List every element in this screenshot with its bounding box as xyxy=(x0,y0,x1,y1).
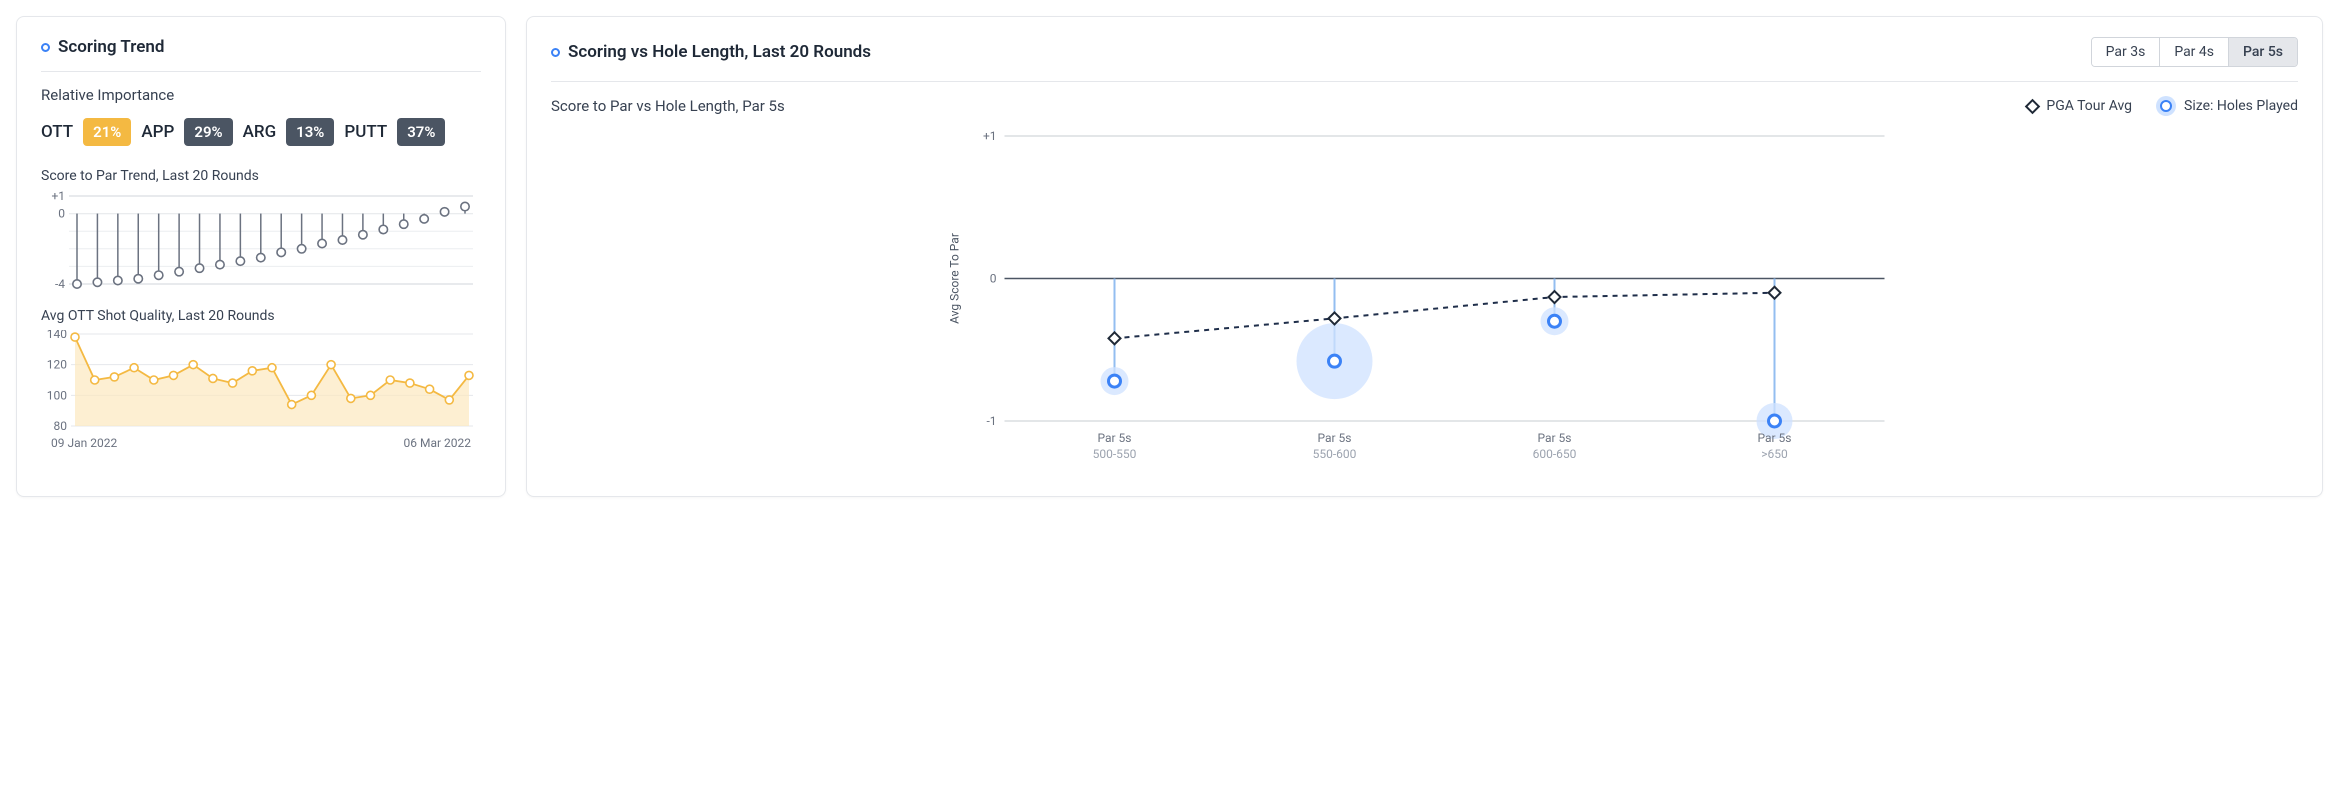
svg-text:600-650: 600-650 xyxy=(1533,447,1577,461)
importance-row: OTT 21% APP 29% ARG 13% PUTT 37% xyxy=(41,118,481,146)
importance-badge: 29% xyxy=(184,118,232,146)
bullet-icon xyxy=(41,43,50,52)
bullet-icon xyxy=(551,48,560,57)
importance-badge: 37% xyxy=(397,118,445,146)
relative-importance-label: Relative Importance xyxy=(41,86,481,104)
card-title: Scoring Trend xyxy=(41,37,481,72)
svg-text:Par 5s: Par 5s xyxy=(1317,431,1351,445)
chart-subtitle: Score to Par vs Hole Length, Par 5s xyxy=(551,97,785,115)
legend-size: Size: Holes Played xyxy=(2156,96,2298,116)
svg-text:-1: -1 xyxy=(986,414,996,428)
tab-par-5s[interactable]: Par 5s xyxy=(2229,38,2297,66)
importance-label: PUTT xyxy=(344,122,387,142)
par-tabs: Par 3sPar 4sPar 5s xyxy=(2091,37,2298,67)
svg-text:Avg Score To Par: Avg Score To Par xyxy=(948,233,962,324)
importance-label: APP xyxy=(141,122,174,142)
bubble-icon xyxy=(2156,96,2176,116)
score-trend-title: Score to Par Trend, Last 20 Rounds xyxy=(41,168,481,184)
ott-trend-chart: 140 120 100 80 xyxy=(41,330,481,430)
importance-label: OTT xyxy=(41,122,73,142)
svg-text:550-600: 550-600 xyxy=(1313,447,1357,461)
svg-text:+1: +1 xyxy=(983,129,997,143)
svg-text:Par 5s: Par 5s xyxy=(1537,431,1571,445)
svg-text:Par 5s: Par 5s xyxy=(1097,431,1131,445)
score-trend-chart: +1 0 -4 xyxy=(41,190,481,290)
svg-text:-4: -4 xyxy=(55,277,65,290)
date-end: 06 Mar 2022 xyxy=(404,436,472,450)
tab-par-4s[interactable]: Par 4s xyxy=(2160,38,2229,66)
svg-text:+1: +1 xyxy=(51,190,65,203)
svg-text:0: 0 xyxy=(990,272,997,286)
svg-text:80: 80 xyxy=(54,419,68,430)
svg-text:100: 100 xyxy=(47,388,67,402)
legend-items: PGA Tour Avg Size: Holes Played xyxy=(2027,96,2298,116)
scoring-vs-length-card: Scoring vs Hole Length, Last 20 Rounds P… xyxy=(526,16,2323,497)
title-text: Scoring Trend xyxy=(58,37,164,57)
card-title: Scoring vs Hole Length, Last 20 Rounds xyxy=(551,42,871,62)
card-header: Scoring vs Hole Length, Last 20 Rounds P… xyxy=(551,37,2298,82)
title-text: Scoring vs Hole Length, Last 20 Rounds xyxy=(568,42,871,62)
hole-length-chart: Avg Score To Par +1 0 -1 Par 5s 500-550 Par 5s… xyxy=(551,126,2298,476)
ott-trend-title: Avg OTT Shot Quality, Last 20 Rounds xyxy=(41,308,481,324)
svg-text:120: 120 xyxy=(47,358,67,372)
svg-text:140: 140 xyxy=(47,330,67,341)
diamond-icon xyxy=(2025,98,2041,114)
legend-pga-label: PGA Tour Avg xyxy=(2046,98,2132,114)
importance-badge: 21% xyxy=(83,118,131,146)
legend-row: Score to Par vs Hole Length, Par 5s PGA … xyxy=(551,96,2298,116)
legend-size-label: Size: Holes Played xyxy=(2184,98,2298,114)
svg-text:0: 0 xyxy=(58,207,65,221)
date-start: 09 Jan 2022 xyxy=(51,436,117,450)
date-axis: 09 Jan 2022 06 Mar 2022 xyxy=(41,436,481,450)
importance-label: ARG xyxy=(243,122,277,142)
svg-text:500-550: 500-550 xyxy=(1093,447,1137,461)
scoring-trend-card: Scoring Trend Relative Importance OTT 21%… xyxy=(16,16,506,497)
svg-text:>650: >650 xyxy=(1761,447,1788,461)
importance-badge: 13% xyxy=(286,118,334,146)
tab-par-3s[interactable]: Par 3s xyxy=(2092,38,2161,66)
legend-pga: PGA Tour Avg xyxy=(2027,98,2132,114)
svg-text:Par 5s: Par 5s xyxy=(1757,431,1791,445)
